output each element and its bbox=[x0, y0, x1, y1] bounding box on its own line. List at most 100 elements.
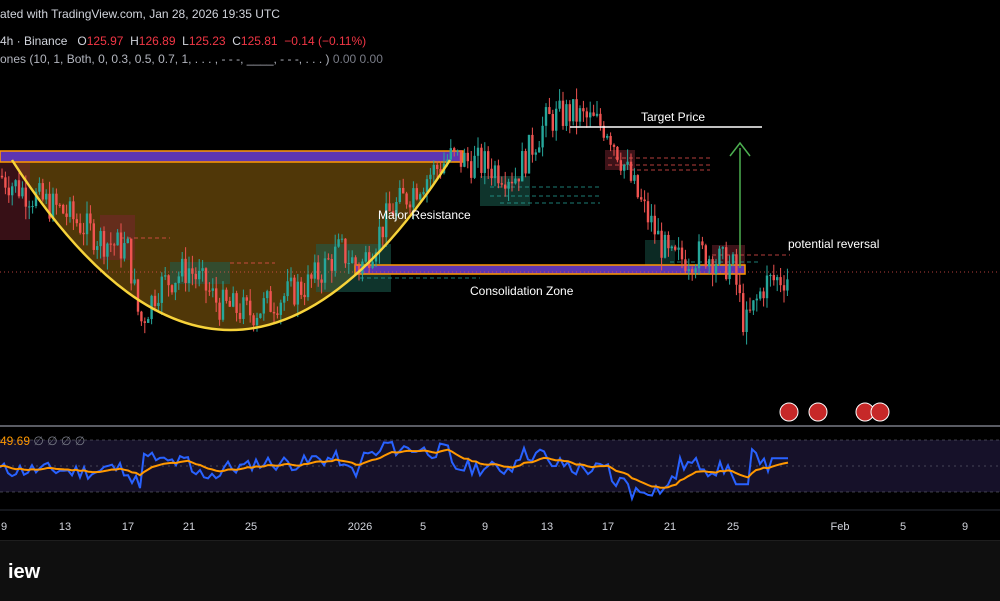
price-chart[interactable]: Target Price Major Resistance potential … bbox=[0, 0, 1000, 540]
candle-body bbox=[439, 168, 442, 174]
candle-body bbox=[164, 275, 167, 277]
rsi-legend[interactable]: 49.69 ∅ ∅ ∅ ∅ bbox=[0, 434, 85, 448]
candle-body bbox=[96, 246, 99, 250]
candle-body bbox=[640, 197, 643, 200]
candle-body bbox=[133, 279, 136, 284]
candle-body bbox=[371, 261, 374, 268]
candle-body bbox=[473, 155, 476, 178]
candle-body bbox=[633, 175, 636, 181]
symbol-label[interactable]: 4h · Binance bbox=[0, 34, 68, 48]
candle-body bbox=[721, 247, 724, 249]
economic-event-flags[interactable] bbox=[779, 402, 890, 422]
candle-body bbox=[238, 312, 242, 319]
candle-body bbox=[572, 99, 575, 122]
candle-body bbox=[626, 161, 629, 165]
candle-body bbox=[521, 151, 524, 182]
major-resistance-zone[interactable] bbox=[0, 150, 464, 163]
candle-body bbox=[725, 247, 728, 280]
candle-body bbox=[493, 165, 497, 179]
candle-body bbox=[487, 151, 490, 169]
candle-body bbox=[65, 213, 68, 217]
candle-body bbox=[650, 215, 653, 223]
candle-body bbox=[55, 193, 58, 205]
candle-body bbox=[643, 199, 646, 202]
candle-body bbox=[738, 284, 741, 294]
candle-body bbox=[79, 223, 82, 233]
candle-body bbox=[221, 289, 225, 320]
candle-body bbox=[340, 238, 344, 240]
candle-body bbox=[568, 104, 571, 122]
candle-body bbox=[555, 108, 558, 131]
candle-body bbox=[446, 159, 449, 164]
candle-body bbox=[680, 247, 684, 260]
candle-body bbox=[691, 269, 694, 273]
candle-body bbox=[89, 213, 92, 224]
candle-body bbox=[198, 270, 201, 280]
indicator-values: 0.00 0.00 bbox=[332, 52, 383, 66]
candle-body bbox=[313, 262, 316, 279]
candle-body bbox=[113, 244, 116, 246]
candle-body bbox=[211, 288, 214, 291]
candle-body bbox=[327, 258, 330, 260]
annotation-consolidation-zone: Consolidation Zone bbox=[470, 284, 574, 298]
candle-body bbox=[772, 275, 775, 281]
candle-body bbox=[102, 231, 106, 257]
candle-body bbox=[157, 302, 160, 306]
candle-body bbox=[718, 248, 721, 265]
us-flag-icon[interactable] bbox=[808, 402, 828, 422]
candle-body bbox=[385, 203, 388, 238]
candle-body bbox=[286, 281, 289, 297]
candle-body bbox=[759, 291, 762, 299]
annotation-target-price: Target Price bbox=[641, 110, 705, 124]
candle-body bbox=[242, 297, 245, 319]
candle-body bbox=[249, 300, 252, 316]
x-tick-label: 9 bbox=[482, 521, 488, 533]
candle-body bbox=[317, 262, 320, 280]
candle-body bbox=[779, 277, 782, 286]
candle-body bbox=[697, 241, 701, 269]
candle-body bbox=[425, 179, 429, 192]
candle-body bbox=[160, 276, 163, 303]
candle-body bbox=[735, 254, 738, 285]
candle-body bbox=[259, 313, 262, 318]
candle-body bbox=[480, 147, 483, 173]
candle-body bbox=[561, 100, 565, 126]
x-tick-label: 13 bbox=[541, 521, 553, 533]
candle-body bbox=[687, 269, 690, 272]
candle-body bbox=[184, 258, 187, 283]
candle-body bbox=[623, 164, 626, 171]
candle-body bbox=[436, 164, 439, 169]
x-tick-label: 17 bbox=[602, 521, 614, 533]
candlestick-series bbox=[0, 88, 789, 345]
candle-body bbox=[323, 258, 327, 283]
candle-body bbox=[517, 178, 520, 182]
candle-body bbox=[147, 319, 150, 323]
candle-body bbox=[228, 300, 231, 307]
candle-body bbox=[17, 180, 21, 197]
candle-body bbox=[245, 297, 248, 301]
cup-curve[interactable] bbox=[10, 159, 452, 332]
candle-body bbox=[378, 226, 381, 253]
annotation-major-resistance: Major Resistance bbox=[378, 208, 471, 222]
candle-body bbox=[657, 230, 660, 235]
x-tick-label: 5 bbox=[900, 521, 906, 533]
candle-body bbox=[24, 187, 27, 207]
candle-body bbox=[558, 100, 561, 109]
candle-body bbox=[381, 226, 384, 238]
candle-body bbox=[551, 114, 554, 131]
x-tick-label: 21 bbox=[183, 521, 195, 533]
x-tick-label: 9 bbox=[962, 521, 968, 533]
candle-body bbox=[585, 111, 588, 118]
candle-body bbox=[215, 288, 218, 303]
candle-body bbox=[490, 168, 493, 179]
indicator-legend[interactable]: ones (10, 1, Both, 0, 0.3, 0.5, 0.7, 1, … bbox=[0, 52, 383, 66]
candle-body bbox=[731, 254, 735, 264]
candle-body bbox=[677, 247, 680, 250]
consolidation-zone[interactable] bbox=[354, 264, 746, 275]
candle-body bbox=[592, 112, 595, 116]
candle-body bbox=[153, 295, 157, 306]
us-flag-icon[interactable] bbox=[870, 402, 890, 422]
us-flag-icon[interactable] bbox=[779, 402, 799, 422]
candle-body bbox=[357, 265, 361, 274]
time-axis[interactable]: 9 13 17 21 25 2026 5 9 13 17 21 25 Feb 5 9 bbox=[1, 521, 968, 533]
